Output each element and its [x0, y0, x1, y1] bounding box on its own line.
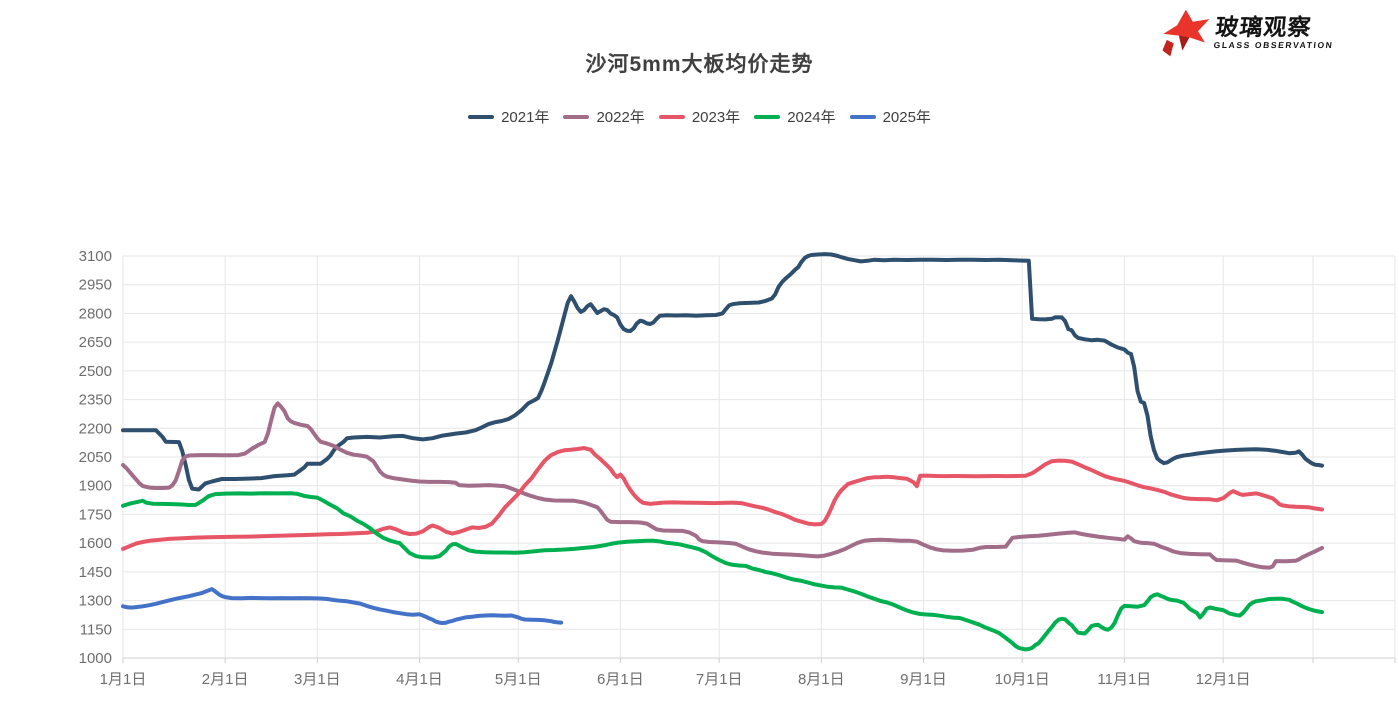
- y-axis-label: 2350: [79, 392, 112, 409]
- x-axis-label: 10月1日: [995, 671, 1050, 688]
- x-axis-label: 3月1日: [294, 671, 341, 688]
- y-axis-label: 2200: [79, 420, 112, 437]
- x-axis-label: 7月1日: [696, 671, 743, 688]
- x-axis-label: 5月1日: [495, 671, 542, 688]
- legend-swatch-icon: [658, 114, 685, 119]
- series-line-2024年: [121, 491, 1324, 652]
- chart-title: 沙河5mm大板均价走势: [585, 53, 814, 76]
- x-axis-label: 6月1日: [597, 671, 644, 688]
- y-axis-label: 1900: [79, 478, 112, 495]
- legend-swatch-icon: [468, 114, 495, 119]
- y-axis-label: 1000: [79, 650, 112, 667]
- legend-item-2025年[interactable]: 2025年: [849, 106, 931, 127]
- series-line-2023年: [121, 446, 1324, 551]
- series-line-2021年: [121, 252, 1324, 492]
- y-axis-label: 2800: [79, 305, 112, 322]
- legend-label: 2023年: [691, 109, 741, 126]
- y-axis-label: 1450: [79, 564, 112, 581]
- x-axis-label: 8月1日: [798, 671, 845, 688]
- y-axis-label: 1300: [79, 593, 112, 610]
- series-line-2022年: [121, 401, 1324, 570]
- y-axis-label: 2650: [79, 334, 112, 351]
- legend-swatch-icon: [849, 114, 876, 119]
- chart-legend: 2021年 2022年 2023年 2024年 2025年: [0, 106, 1399, 127]
- y-axis-label: 1750: [79, 506, 112, 523]
- y-axis-label: 2050: [79, 449, 112, 466]
- x-axis-label: 2月1日: [202, 671, 249, 688]
- legend-label: 2022年: [596, 109, 645, 126]
- legend-item-2021年[interactable]: 2021年: [468, 106, 549, 127]
- y-axis-label: 3100: [79, 248, 112, 265]
- legend-item-2022年[interactable]: 2022年: [563, 106, 645, 127]
- y-axis-label: 1150: [80, 621, 112, 638]
- x-axis-label: 9月1日: [900, 671, 947, 688]
- legend-swatch-icon: [754, 114, 781, 119]
- legend-item-2023年[interactable]: 2023年: [658, 106, 741, 127]
- legend-label: 2021年: [501, 109, 550, 126]
- x-axis-label: 1月1日: [100, 671, 147, 688]
- brand-logo-star-icon: [1162, 9, 1210, 57]
- brand-logo: 玻璃观察 GLASS OBSERVATION: [1159, 8, 1335, 58]
- y-axis-label: 2500: [79, 363, 112, 380]
- legend-item-2024年[interactable]: 2024年: [754, 106, 836, 127]
- x-axis-label: 12月1日: [1196, 671, 1251, 688]
- series-line-2025年: [121, 587, 564, 625]
- x-axis-label: 11月1日: [1097, 671, 1151, 688]
- legend-label: 2024年: [787, 109, 836, 126]
- x-axis-label: 4月1日: [396, 671, 443, 688]
- legend-swatch-icon: [563, 114, 590, 119]
- y-axis-label: 1600: [79, 535, 112, 552]
- y-axis-label: 2950: [79, 277, 112, 294]
- legend-label: 2025年: [882, 109, 931, 126]
